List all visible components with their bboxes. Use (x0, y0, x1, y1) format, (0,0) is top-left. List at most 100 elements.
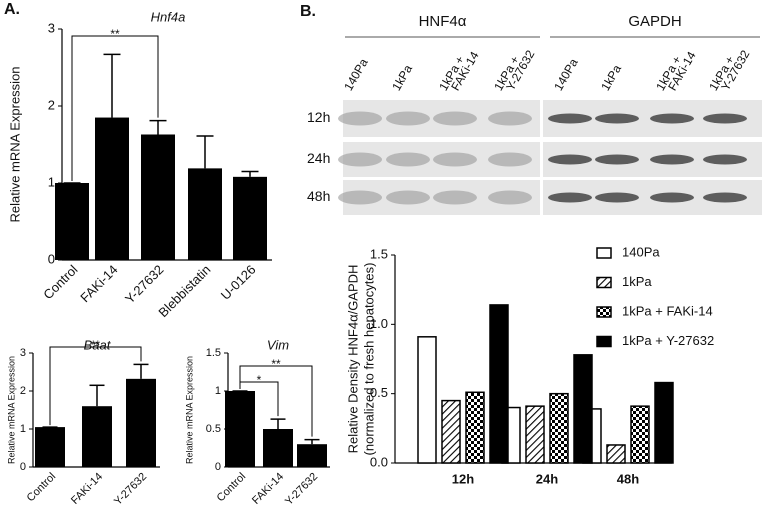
bar (55, 183, 89, 260)
legend-swatch (596, 276, 612, 289)
bar (489, 304, 509, 464)
blot-target: HNF4α (419, 13, 467, 30)
y-tick-label: 1 (215, 385, 221, 397)
y-tick-label: 0.0 (370, 454, 388, 469)
significance-bracket (239, 365, 313, 437)
y-tick-label: 0.5 (206, 423, 221, 435)
y-axis-label: Relative mRNA Expression (184, 356, 194, 464)
blot-band (338, 111, 382, 126)
y-axis-label: Relative mRNA Expression (7, 66, 22, 222)
x-tick-label: U-0126 (218, 262, 259, 303)
blot-band (386, 111, 430, 126)
blot-band (703, 113, 747, 124)
bar (573, 354, 593, 464)
blot-band (703, 154, 747, 165)
y-tick-label: 1 (20, 423, 26, 435)
x-tick-label: 12h (452, 471, 474, 486)
y-tick-label: 3 (20, 347, 26, 359)
blot-band (548, 154, 592, 165)
significance-label: ** (91, 338, 101, 352)
legend-swatch (596, 306, 612, 318)
legend-swatch (596, 335, 612, 348)
blot-band (650, 192, 694, 203)
x-tick-label: FAKi-14 (77, 262, 120, 305)
legend-label: 1kPa (622, 274, 652, 289)
blot-band (433, 111, 477, 126)
blot-band (488, 152, 532, 167)
bar (630, 405, 650, 464)
bar (465, 391, 485, 464)
blot-row: 24h (307, 150, 330, 166)
bar (525, 405, 545, 464)
y-tick-label: 2 (48, 97, 55, 112)
x-tick-label: Y-27632 (112, 471, 149, 508)
chart-title: Vim (267, 337, 289, 352)
bar (297, 444, 327, 467)
bar (654, 381, 674, 464)
x-tick-label: Control (215, 471, 249, 505)
bar (263, 429, 293, 467)
blot-band (595, 192, 639, 203)
y-tick-label: 1.5 (370, 246, 388, 261)
chart-title: Baat (84, 337, 112, 352)
blot-band (548, 113, 592, 124)
blot-band (488, 190, 532, 205)
y-tick-label: 0.5 (370, 385, 388, 400)
bar (417, 336, 437, 464)
bar (82, 406, 112, 467)
y-tick-label: 1.0 (370, 316, 388, 331)
y-tick-label: 0 (215, 461, 221, 473)
bar (95, 117, 129, 260)
blot-band (386, 190, 430, 205)
y-tick-label: 0 (20, 461, 26, 473)
x-tick-label: Control (40, 262, 80, 302)
significance-label: ** (110, 27, 120, 41)
y-tick-label: 1 (48, 174, 55, 189)
significance-label: * (257, 373, 262, 387)
x-tick-label: Control (25, 471, 59, 505)
x-tick-label: FAKi-14 (69, 471, 105, 507)
blot-target: GAPDH (628, 13, 681, 30)
bar (188, 168, 222, 260)
blot-band (338, 152, 382, 167)
x-tick-label: FAKi-14 (250, 471, 286, 507)
significance-label: ** (271, 357, 281, 371)
blot-lane: 140Pa (341, 56, 371, 93)
blot-band (595, 154, 639, 165)
blot-band (548, 192, 592, 203)
bar (549, 392, 569, 464)
blot-band (433, 190, 477, 205)
y-tick-label: 1.5 (206, 347, 221, 359)
chart-title: Hnf4a (151, 9, 186, 24)
blot-lane: 1kPa (389, 62, 415, 93)
legend-label: 1kPa + Y-27632 (622, 333, 714, 348)
bar (126, 378, 156, 467)
panel-label: B. (300, 3, 316, 20)
legend-label: 1kPa + FAKi-14 (622, 303, 713, 318)
x-tick-label: 24h (536, 471, 558, 486)
legend-swatch (596, 247, 612, 259)
y-tick-label: 0 (48, 251, 55, 266)
blot-band (433, 152, 477, 167)
blot-band (338, 190, 382, 205)
significance-bracket (71, 35, 159, 181)
x-tick-label: Y-27632 (283, 471, 320, 508)
blot-band (650, 154, 694, 165)
blot-band (386, 152, 430, 167)
panel-label: A. (4, 1, 20, 18)
blot-lane: 1kPa (598, 62, 624, 93)
blot-row: 12h (307, 109, 330, 125)
bar (606, 444, 626, 464)
blot-band (595, 113, 639, 124)
bar (225, 391, 255, 467)
y-axis-label: (normalized to fresh hepatocytes) (361, 263, 376, 456)
legend-label: 140Pa (622, 244, 660, 259)
blot-band (488, 111, 532, 126)
bar (441, 399, 461, 464)
x-tick-label: Y-27632 (122, 262, 167, 307)
blot-lane: 140Pa (551, 56, 581, 93)
y-tick-label: 2 (20, 385, 26, 397)
blot-band (650, 113, 694, 124)
bar (141, 134, 175, 260)
